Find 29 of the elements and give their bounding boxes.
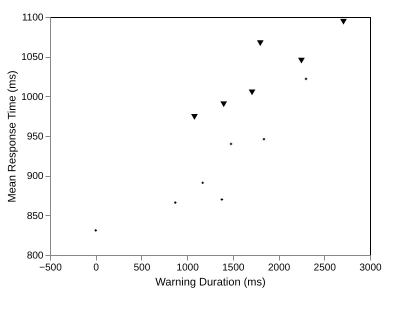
point (201, 182, 204, 184)
point (94, 229, 97, 232)
point (340, 18, 347, 25)
y-tick-label: 950 (26, 132, 44, 142)
y-tick-label: 1000 (21, 92, 44, 103)
point (262, 138, 266, 140)
point (256, 40, 264, 46)
x-axis-title: Warning Duration (ms) (155, 276, 266, 288)
point (220, 101, 228, 108)
point (191, 114, 198, 120)
x-tick-label: 1500 (222, 262, 245, 274)
x-tick-label: 500 (134, 262, 151, 274)
point (304, 78, 308, 80)
y-tick-label: 1050 (21, 52, 44, 64)
x-tick-label: −500 (39, 262, 62, 274)
y-tick-label: 850 (26, 210, 44, 222)
y-tick-label: 900 (26, 171, 44, 182)
x-tick-label: 0 (93, 262, 100, 274)
y-axis-title: Mean Response Time (ms) (6, 70, 18, 203)
x-tick-label: 2000 (268, 262, 291, 274)
point (220, 198, 224, 201)
x-tick-label: 2500 (314, 262, 336, 274)
point (230, 142, 232, 146)
point (298, 58, 305, 64)
x-tick-label: 1000 (176, 262, 200, 274)
y-tick-label: 800 (26, 250, 44, 262)
y-tick-label: 1100 (22, 12, 44, 24)
x-tick-label: 3000 (359, 262, 382, 274)
point (248, 89, 256, 96)
